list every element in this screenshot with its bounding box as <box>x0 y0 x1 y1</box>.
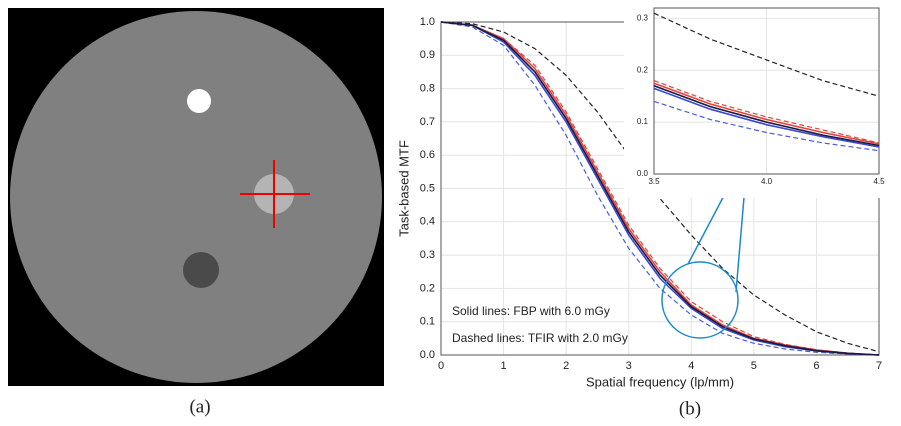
x-tick-label: 4 <box>688 360 694 372</box>
y-tick-label: 0.7 <box>420 116 435 128</box>
x-tick-label: 3.5 <box>648 177 660 186</box>
insert-bright <box>187 89 211 113</box>
y-tick-label: 0.2 <box>637 65 649 74</box>
annotation: Solid lines: FBP with 6.0 mGy <box>452 304 610 318</box>
x-tick-label: 6 <box>813 360 819 372</box>
panel-label: (a) <box>189 396 210 417</box>
y-tick-label: 0.5 <box>420 182 435 194</box>
x-tick-label: 4.5 <box>873 177 885 186</box>
x-tick-label: 4.0 <box>761 177 773 186</box>
y-tick-label: 0.6 <box>420 149 435 161</box>
panel-label: (b) <box>679 398 701 419</box>
inset-background <box>624 2 883 198</box>
figure: (a) (b) 0.0 0.1 0.2 0.3 0.4 0.5 0.6 0.7 0.8 0.9 1.… <box>0 0 901 426</box>
x-tick-label: 0 <box>438 360 444 372</box>
y-axis-label: Task-based MTF <box>396 140 411 237</box>
zoom-circle <box>662 262 738 338</box>
y-tick-label: 0.3 <box>420 249 435 261</box>
x-tick-label: 7 <box>876 360 882 372</box>
y-tick-label: 0.1 <box>637 117 649 126</box>
y-tick-label: 0.8 <box>420 83 435 95</box>
x-tick-label: 3 <box>626 360 632 372</box>
y-tick-label: 0.4 <box>420 216 435 228</box>
phantom-image <box>8 8 384 386</box>
x-tick-label: 1 <box>501 360 507 372</box>
annotation: Dashed lines: TFIR with 2.0 mGy <box>452 331 628 345</box>
y-tick-label: 0.1 <box>420 316 435 328</box>
y-tick-label: 0.0 <box>637 169 649 178</box>
y-tick-label: 1.0 <box>420 16 435 28</box>
phantom-disc <box>10 11 382 383</box>
x-tick-label: 5 <box>751 360 757 372</box>
x-axis-label: Spatial frequency (lp/mm) <box>586 374 734 389</box>
inset-chart: 0.0 0.1 0.2 0.3 3.5 4.0 4.5 <box>624 2 885 198</box>
y-tick-label: 0.3 <box>637 13 649 22</box>
y-tick-label: 0.2 <box>420 282 435 294</box>
x-tick-label: 2 <box>563 360 569 372</box>
y-tick-label: 0.9 <box>420 49 435 61</box>
y-tick-label: 0.0 <box>420 349 435 361</box>
insert-dark <box>183 252 219 288</box>
